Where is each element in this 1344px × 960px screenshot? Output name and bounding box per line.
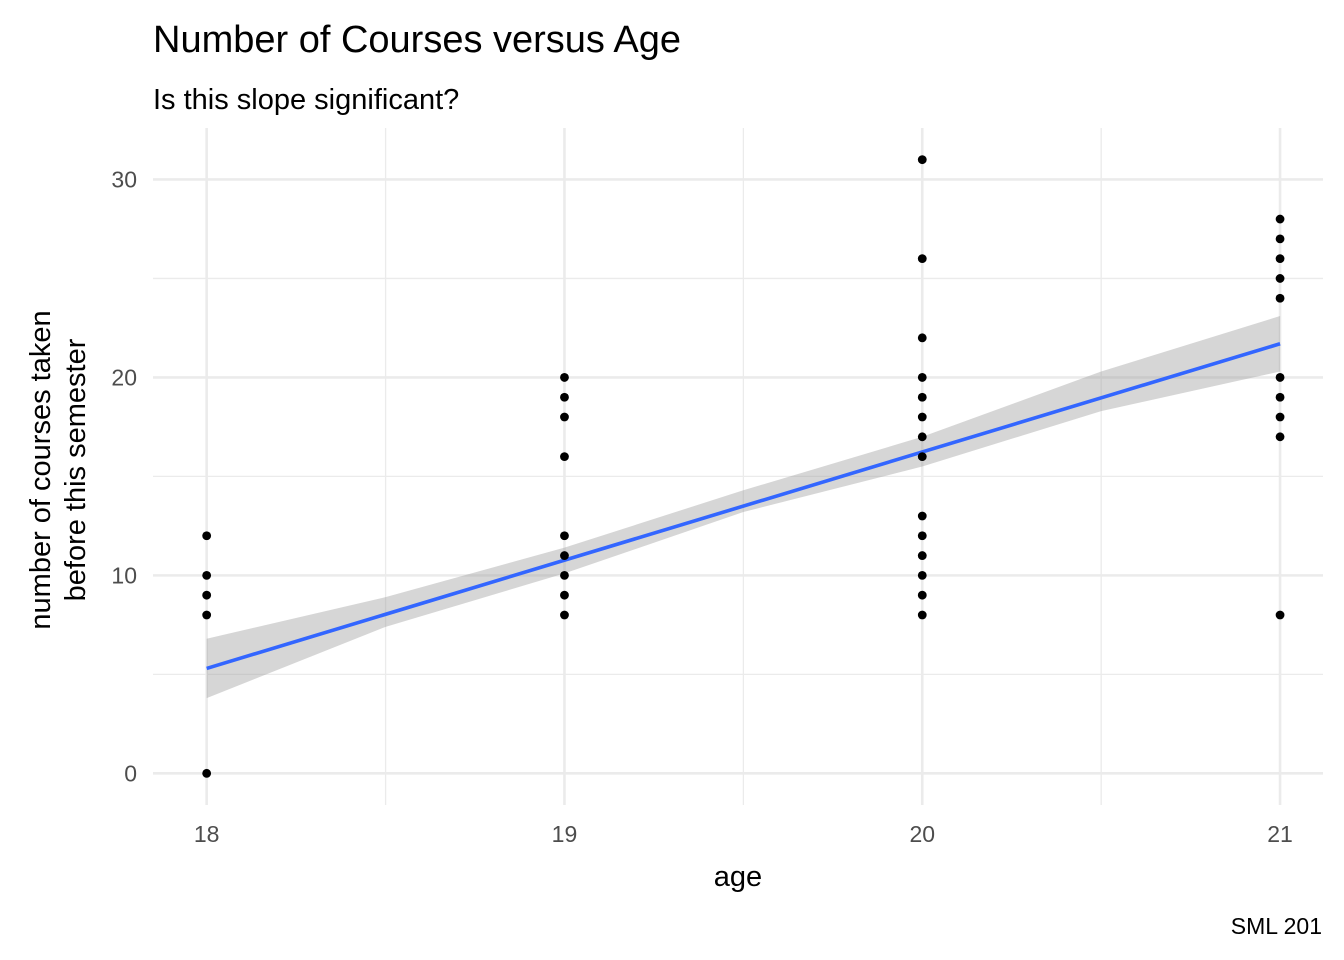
x-tick-label: 19 (552, 821, 578, 847)
x-tick-label: 21 (1267, 821, 1293, 847)
data-point (1275, 293, 1285, 303)
data-point (202, 590, 212, 600)
data-point (202, 570, 212, 580)
data-point (1275, 373, 1285, 382)
x-axis-label: age (714, 861, 762, 893)
data-point (917, 610, 927, 620)
data-point (560, 610, 569, 620)
data-point (1275, 412, 1285, 422)
data-point (1275, 214, 1285, 224)
y-axis-label-line-2: before this semester (60, 338, 92, 601)
data-point (917, 570, 927, 580)
data-point (917, 551, 927, 560)
data-point (917, 254, 927, 264)
y-tick-label: 0 (124, 760, 137, 786)
data-point (917, 412, 927, 422)
chart-title: Number of Courses versus Age (153, 19, 681, 61)
data-point (560, 412, 569, 422)
chart-caption: SML 201 (1231, 913, 1322, 939)
data-point (202, 610, 212, 620)
x-tick-label: 20 (909, 821, 935, 847)
data-point (1275, 254, 1285, 264)
data-points (202, 155, 1285, 778)
data-point (917, 511, 927, 521)
data-point (560, 551, 569, 560)
data-point (917, 590, 927, 600)
data-point (1275, 274, 1285, 283)
grid (153, 128, 1323, 805)
x-tick-label: 18 (194, 821, 220, 847)
regression-line-group (206, 342, 1281, 671)
y-tick-label: 10 (111, 562, 137, 588)
data-point (560, 373, 569, 382)
data-point (560, 570, 569, 580)
data-point (560, 531, 569, 541)
data-point (560, 392, 569, 402)
data-point (917, 432, 927, 442)
data-point (917, 155, 927, 165)
data-point (1275, 234, 1285, 244)
data-point (917, 333, 927, 343)
regression-line (206, 342, 1281, 671)
data-point (917, 452, 927, 462)
data-point (1275, 610, 1285, 620)
data-point (560, 590, 569, 600)
data-point (202, 768, 212, 778)
x-axis-ticks: 18 19 20 21 (194, 821, 1293, 847)
data-point (917, 531, 927, 541)
data-point (560, 452, 569, 462)
y-tick-label: 20 (111, 364, 137, 390)
y-axis-label-line-1: number of courses taken (25, 310, 57, 629)
y-axis-ticks: 0 10 20 30 (111, 166, 137, 786)
data-point (1275, 392, 1285, 402)
chart-subtitle: Is this slope significant? (153, 84, 459, 116)
data-point (1275, 432, 1285, 442)
data-point (917, 373, 927, 382)
data-point (917, 392, 927, 402)
data-point (202, 531, 212, 541)
y-tick-label: 30 (111, 166, 137, 192)
